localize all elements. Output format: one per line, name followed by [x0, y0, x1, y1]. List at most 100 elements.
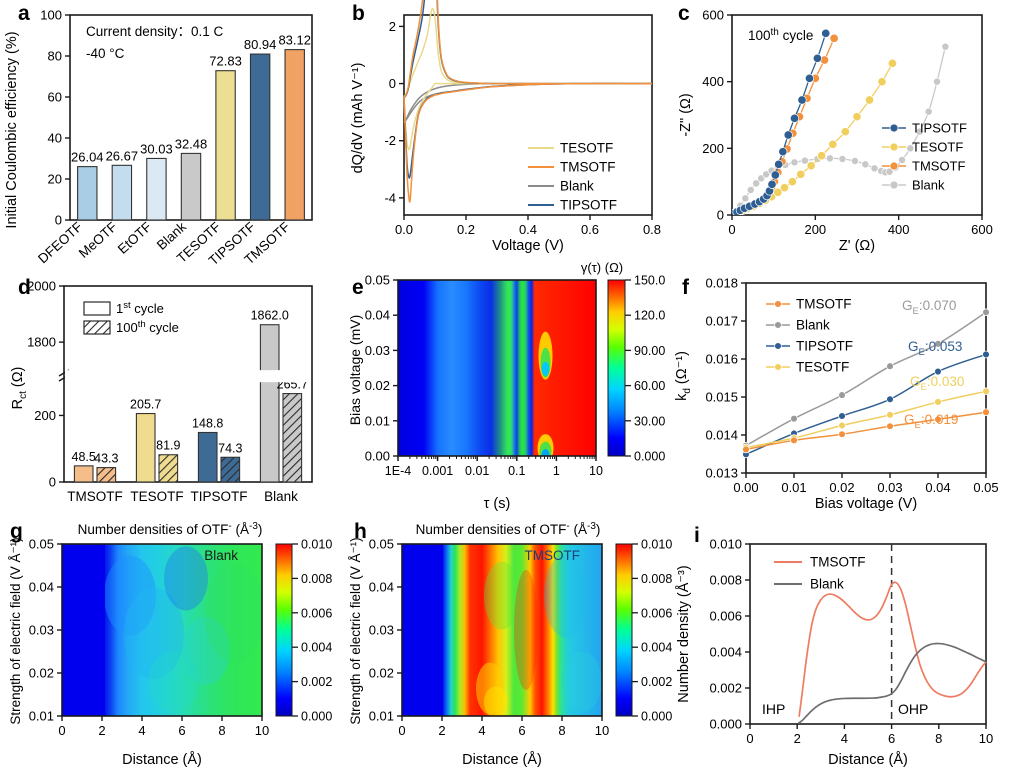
panel-d-ytick: 2000	[27, 279, 56, 294]
panel-b: b dQ/dV (mAh V⁻¹) -4 -2 0 2 0.0 0.2 0.4 0.6 0.8…	[340, 0, 670, 258]
panel-i-xtick: 0	[746, 731, 753, 746]
panel-c-point	[877, 77, 887, 87]
panel-c-point	[770, 170, 780, 180]
panel-e-colorbar-title: γ(τ) (Ω)	[581, 260, 623, 275]
panel-i-curve-tmsotf	[798, 581, 987, 717]
panel-d-xtick-label: TIPSOTF	[191, 489, 248, 504]
panel-e: e Bias voltage (mV) 0.00 0.01 0.02	[340, 258, 670, 516]
panel-f-xtick: 0.05	[973, 480, 998, 495]
panel-d-bar-value: 74.3	[218, 441, 242, 455]
panel-g-xtick: 10	[255, 723, 269, 738]
panel-c-point	[778, 147, 788, 157]
panel-e-ytick: 0.00	[365, 449, 390, 464]
panel-i-xtick: 4	[841, 731, 848, 746]
panel-g-xtick: 6	[178, 723, 185, 738]
panel-c-point	[825, 154, 834, 163]
panel-d: d Rct (Ω) 0 200 1800 2000 48.5 43.3 205.7 81.9…	[0, 258, 340, 516]
panel-h-colorbar-tick: 0.006	[641, 606, 672, 620]
panel-h-density-blob	[484, 686, 508, 716]
panel-h-zero-region	[402, 544, 443, 716]
panel-h-colorbar-tick: 0.008	[641, 572, 672, 586]
panel-i-ytick: 0.004	[709, 645, 742, 660]
panel-c-legend-label: TESOTF	[912, 140, 963, 155]
panel-c-label: c	[678, 2, 690, 25]
panel-d-legend-swatch-first	[83, 301, 111, 316]
panel-e-xtick: 1E-4	[385, 464, 411, 478]
panel-i-ytick: 0.000	[709, 717, 742, 732]
panel-c-point	[797, 95, 807, 105]
panel-g: g Number densities of OTF- (Å-3) Strengt…	[0, 516, 340, 773]
panel-b-xtick: 0.8	[643, 222, 661, 237]
panel-g-label: g	[10, 520, 23, 543]
panel-c-point	[924, 107, 933, 116]
panel-f-curve-tesotf	[745, 390, 987, 449]
panel-g-xtick: 2	[98, 723, 105, 738]
panel-e-colorbar-tick: 90.00	[634, 344, 665, 358]
panel-i-ytick: 0.002	[709, 681, 742, 696]
panel-h: h Number densities of OTF- (Å-3) Strengt…	[340, 516, 672, 773]
panel-c-point	[779, 183, 790, 193]
panel-c-ylabel: -Z" (Ω)	[678, 93, 694, 136]
panel-h-ytick: 0.01	[369, 709, 394, 724]
panel-g-colorbar-tick: 0.004	[301, 641, 332, 655]
panel-a-ytick: 0	[55, 213, 62, 228]
panel-c-point	[790, 158, 799, 167]
panel-b-label: b	[352, 2, 365, 25]
panel-a-ytick: 60	[48, 90, 62, 105]
panel-f-annotation-ge-tesotf: GE:0.030	[910, 374, 964, 393]
panel-f-xtick: 0.04	[925, 480, 950, 495]
panel-h-density-blob	[514, 570, 538, 690]
panel-c-point	[906, 144, 915, 153]
panel-f-ytick: 0.018	[705, 276, 738, 291]
panel-a-bar	[111, 164, 133, 221]
panel-a-bar-value: 26.67	[106, 148, 139, 163]
panel-f-point	[886, 411, 894, 419]
panel-d-xtick-label: Blank	[264, 489, 298, 504]
panel-g-density-blob	[204, 562, 262, 663]
panel-e-colorbar-tick: 30.00	[634, 414, 665, 428]
panel-e-xlabel: τ (s)	[484, 496, 511, 512]
panel-i-ytick: 0.010	[709, 537, 742, 552]
panel-a-ylabel: Initial Coulombic efficiency (%)	[4, 31, 20, 228]
panel-g-xtick: 0	[58, 723, 65, 738]
panel-c-annotation-cycle: 100th cycle	[748, 27, 813, 43]
panel-c-legend-label: Blank	[912, 178, 945, 193]
panel-h-density-blob	[544, 553, 588, 638]
panel-h-xtick: 4	[478, 723, 485, 738]
panel-b-legend-label: Blank	[560, 179, 594, 194]
panel-e-xtick: 1	[553, 464, 560, 478]
panel-h-ytick: 0.03	[369, 623, 394, 638]
panel-c-curve-tipsotf	[732, 33, 827, 215]
panel-i-ytick: 0.008	[709, 573, 742, 588]
panel-e-plot-frame	[397, 279, 597, 457]
panel-g-xtick: 8	[218, 723, 225, 738]
panel-c-point	[783, 130, 793, 140]
panel-d-bar	[259, 324, 280, 483]
panel-h-xtick: 2	[438, 723, 445, 738]
panel-h-colorbar-tick: 0.000	[641, 710, 672, 724]
panel-h-xlabel: Distance (Å)	[462, 751, 542, 768]
panel-a-bar	[77, 166, 98, 221]
panel-g-colorbar-tick: 0.006	[301, 606, 332, 620]
panel-f-xlabel: Bias voltage (V)	[815, 496, 917, 512]
panel-h-xtick: 6	[518, 723, 525, 738]
panel-h-plot-frame	[401, 543, 603, 717]
panel-i-xtick: 6	[888, 731, 895, 746]
panel-g-colorbar-tick: 0.008	[301, 572, 332, 586]
panel-f-plot-frame	[745, 282, 987, 474]
panel-f-legend-marker	[774, 321, 782, 329]
panel-b-chart: dQ/dV (mAh V⁻¹) -4 -2 0 2 0.0 0.2 0.4 0.6 0.8 T…	[350, 0, 661, 254]
panel-h-xtick: 10	[595, 723, 609, 738]
panel-c-legend-marker	[889, 142, 899, 152]
panel-h-density-blob	[562, 651, 602, 712]
panel-h-ytick: 0.05	[369, 537, 394, 552]
panel-a-bar	[180, 152, 202, 221]
panel-i-xtick: 8	[935, 731, 942, 746]
panel-d-label: d	[18, 276, 31, 299]
panel-i-ylabel: Number density (Å⁻³)	[675, 565, 692, 702]
panel-g-density-blob	[148, 651, 200, 712]
panel-e-ytick: 0.03	[365, 343, 390, 358]
panel-c-point	[840, 127, 850, 137]
panel-f-point	[790, 414, 798, 423]
panel-g-ytick: 0.01	[29, 709, 54, 724]
